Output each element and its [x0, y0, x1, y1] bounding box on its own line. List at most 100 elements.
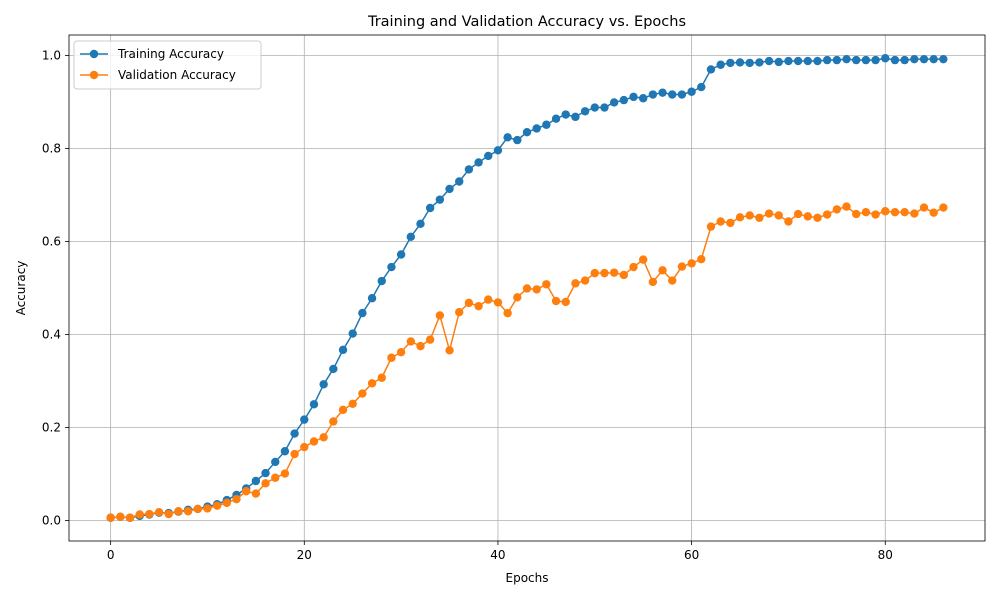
data-point-training [755, 58, 764, 67]
data-point-validation [358, 389, 367, 398]
data-point-validation [522, 284, 532, 293]
data-point-training [522, 128, 532, 137]
data-point-training [677, 90, 687, 99]
data-point-training [503, 133, 512, 142]
data-point-training [329, 364, 338, 374]
data-point-training [784, 56, 793, 66]
data-point-validation [542, 280, 551, 289]
data-point-validation [503, 308, 512, 318]
data-point-validation [638, 255, 648, 264]
data-point-validation [280, 469, 290, 478]
data-point-training [609, 98, 619, 107]
data-point-validation [135, 510, 144, 519]
data-point-training [571, 112, 580, 122]
data-point-training [687, 87, 696, 96]
data-point-validation [174, 507, 183, 516]
data-point-training [793, 56, 803, 66]
legend-label-validation: Validation Accuracy [118, 68, 236, 82]
data-point-training [271, 457, 280, 467]
data-point-validation [484, 295, 493, 304]
data-point-validation [726, 218, 735, 228]
data-point-training [706, 65, 716, 74]
data-point-validation [493, 298, 503, 307]
data-point-training [600, 103, 609, 112]
data-point-validation [329, 417, 338, 426]
data-point-training [425, 203, 435, 213]
series-layer [106, 54, 948, 522]
data-point-validation [900, 207, 909, 217]
data-point-training [871, 55, 880, 65]
data-point-validation [784, 217, 793, 226]
data-point-validation [145, 509, 154, 519]
data-point-validation [532, 285, 541, 294]
data-point-validation [125, 513, 135, 522]
data-point-training [590, 103, 599, 112]
data-point-training [726, 58, 735, 68]
data-point-training [387, 262, 396, 272]
data-point-validation [774, 211, 783, 220]
data-point-training [319, 380, 328, 389]
data-point-training [251, 476, 261, 486]
data-point-training [493, 146, 503, 155]
data-point-validation [367, 379, 377, 388]
data-point-validation [852, 209, 861, 219]
data-point-validation [561, 297, 570, 307]
legend-label-training: Training Accuracy [117, 47, 224, 61]
data-point-validation [745, 211, 754, 220]
data-point-validation [890, 207, 900, 217]
data-point-validation [716, 217, 725, 226]
x-tick-label: 0 [107, 548, 115, 562]
data-point-validation [803, 212, 812, 221]
data-point-validation [793, 209, 803, 219]
y-tick-label: 0.6 [42, 234, 61, 248]
data-point-validation [377, 373, 386, 382]
data-point-training [658, 88, 667, 97]
data-point-training [377, 276, 386, 286]
data-point-training [852, 55, 861, 65]
data-point-validation [764, 209, 774, 218]
axis-ticks: 0 20 40 60 80 0.0 0.2 0.4 0.6 0.8 1.0 [42, 48, 893, 562]
data-point-training [445, 184, 454, 194]
data-point-training [338, 345, 348, 355]
data-point-validation [319, 433, 328, 442]
data-point-validation [735, 213, 745, 222]
data-point-validation [309, 437, 319, 446]
data-point-validation [580, 276, 590, 285]
data-point-training [542, 120, 551, 129]
data-point-validation [600, 268, 609, 278]
data-point-training [842, 54, 851, 64]
data-point-validation [919, 203, 929, 212]
data-point-training [745, 58, 754, 68]
data-point-validation [183, 507, 193, 516]
data-point-training [484, 151, 493, 161]
data-point-training [261, 468, 270, 478]
data-point-validation [619, 270, 629, 280]
data-point-validation [822, 210, 832, 219]
grid-lines [69, 35, 985, 541]
y-tick-label: 1.0 [42, 48, 61, 62]
data-point-validation [425, 335, 435, 344]
data-point-training [939, 54, 948, 64]
data-point-validation [755, 213, 764, 222]
data-point-validation [193, 504, 202, 514]
data-point-validation [464, 298, 474, 308]
data-point-training [813, 56, 822, 66]
data-point-training [300, 415, 309, 424]
data-point-training [435, 195, 445, 204]
data-point-training [832, 55, 842, 65]
data-point-training [774, 57, 783, 67]
data-point-training [464, 165, 474, 174]
data-point-validation [513, 293, 522, 302]
y-tick-label: 0.0 [42, 514, 61, 528]
y-tick-label: 0.4 [42, 328, 61, 342]
data-point-training [455, 177, 464, 186]
data-point-validation [871, 210, 880, 219]
data-point-validation [251, 489, 261, 498]
data-point-validation [116, 512, 125, 522]
data-point-validation [203, 504, 212, 513]
data-point-validation [232, 494, 241, 504]
y-tick-label: 0.8 [42, 141, 61, 155]
data-point-validation [396, 347, 406, 357]
data-point-validation [677, 262, 687, 271]
